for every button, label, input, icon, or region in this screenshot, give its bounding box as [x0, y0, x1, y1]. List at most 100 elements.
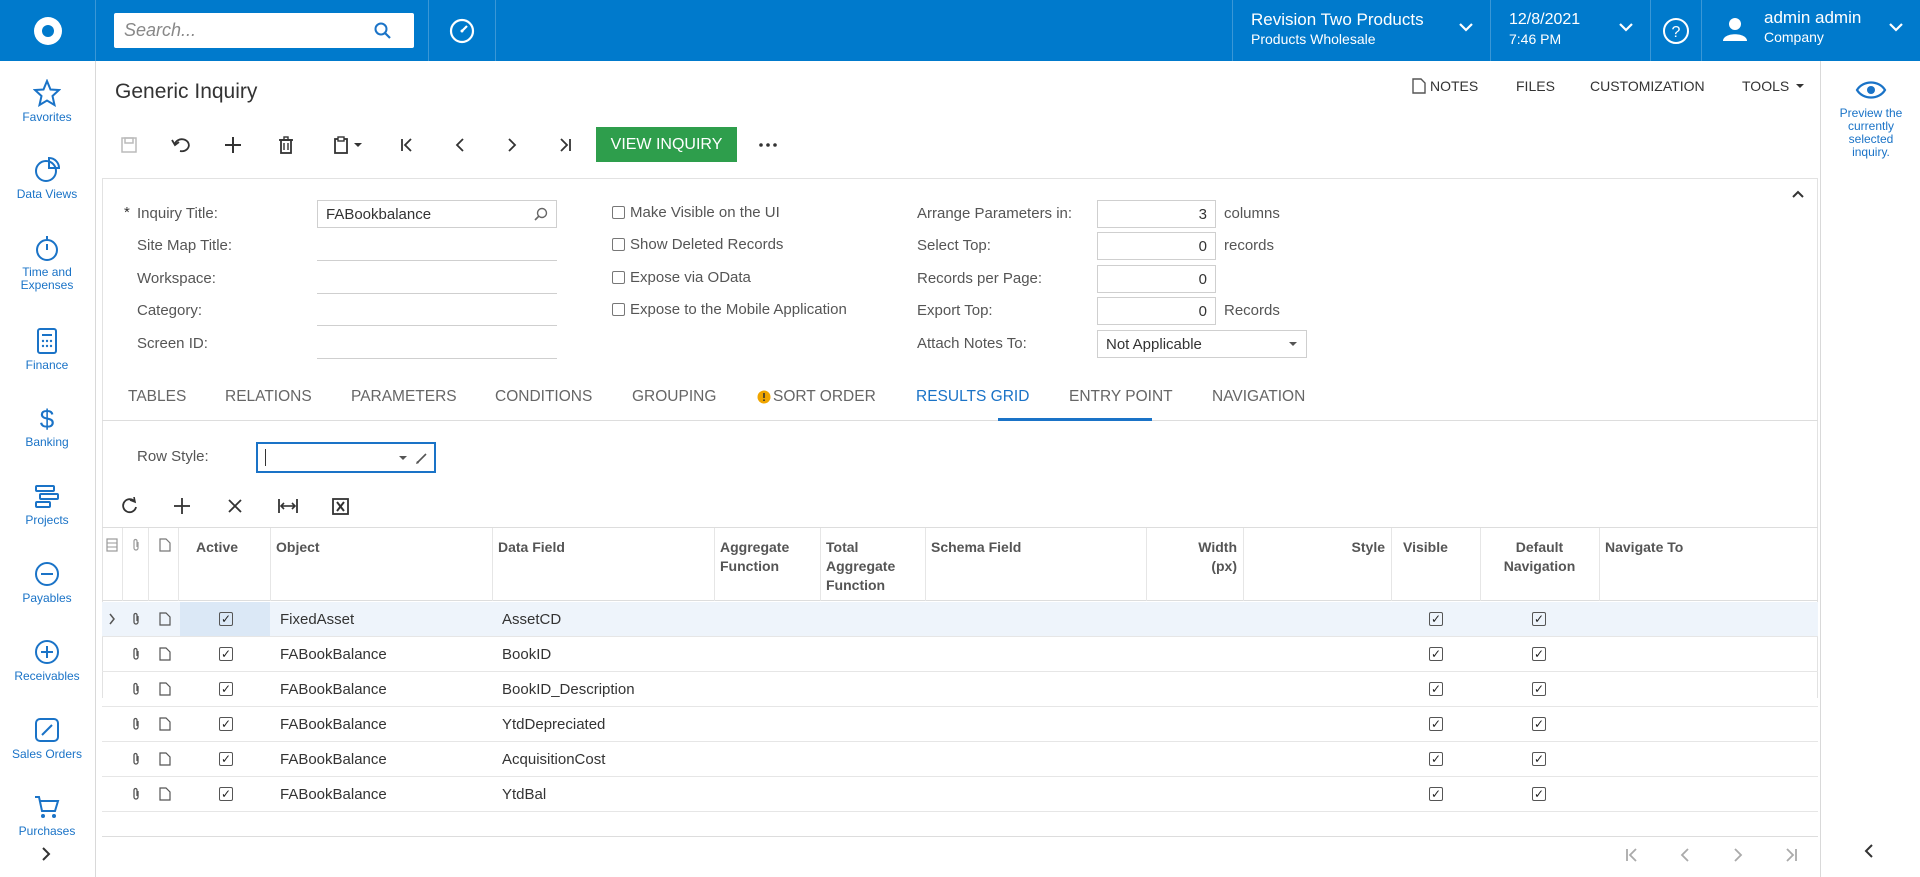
object-cell[interactable]: FABookBalance — [280, 646, 387, 663]
customization-link[interactable]: CUSTOMIZATION — [1590, 78, 1705, 94]
refresh-grid-button[interactable] — [115, 495, 145, 517]
notes-link[interactable]: NOTES — [1412, 78, 1478, 94]
table-row[interactable]: ✓ FABookBalance AcquisitionCost ✓ ✓ — [102, 742, 1818, 777]
note-icon[interactable] — [159, 682, 171, 696]
inquiry-title-field[interactable]: FABookbalance — [317, 200, 557, 228]
active-checkbox[interactable]: ✓ — [219, 752, 233, 766]
table-row[interactable]: ✓ FABookBalance BookID_Description ✓ ✓ — [102, 672, 1818, 707]
delete-row-button[interactable] — [220, 495, 250, 517]
data-field-cell[interactable]: AssetCD — [502, 611, 562, 628]
tab-tables[interactable]: TABLES — [128, 388, 187, 405]
column-header-schema-field[interactable]: Schema Field — [931, 539, 1022, 555]
table-row[interactable]: ✓ FABookBalance YtdDepreciated ✓ ✓ — [102, 707, 1818, 742]
workspace-field[interactable] — [317, 293, 557, 294]
note-icon[interactable] — [159, 717, 171, 731]
tab-navigation[interactable]: NAVIGATION — [1212, 388, 1306, 405]
tab-results-grid[interactable]: RESULTS GRID — [916, 388, 1030, 405]
preview-button[interactable]: Preview the currently selected inquiry. — [1821, 79, 1920, 159]
data-field-cell[interactable]: YtdDepreciated — [502, 716, 606, 733]
column-header-total-aggregate-function[interactable]: Total Aggregate Function — [826, 539, 896, 593]
column-header-default-navigation[interactable]: Default Navigation — [1503, 539, 1576, 574]
visible-checkbox[interactable]: ✓ — [1429, 612, 1443, 626]
paperclip-icon[interactable] — [131, 717, 141, 731]
object-cell[interactable]: FABookBalance — [280, 681, 387, 698]
add-row-button[interactable] — [167, 495, 197, 517]
save-button[interactable] — [112, 128, 146, 162]
last-page-icon[interactable] — [1783, 847, 1799, 863]
nav-item-time-and-expenses[interactable]: Time and Expenses — [0, 234, 94, 292]
checkbox-box[interactable] — [612, 238, 625, 251]
table-row[interactable]: ✓ FABookBalance YtdBal ✓ ✓ — [102, 777, 1818, 812]
column-header-active[interactable]: Active — [196, 539, 239, 555]
edit-icon[interactable] — [415, 451, 429, 465]
nav-item-banking[interactable]: $ Banking — [0, 404, 94, 449]
tab-entry-point[interactable]: ENTRY POINT — [1069, 388, 1173, 405]
screen-id-field[interactable] — [317, 358, 557, 359]
first-page-icon[interactable] — [1624, 847, 1640, 863]
checkbox-box[interactable] — [612, 271, 625, 284]
more-button[interactable] — [751, 128, 785, 162]
attach-notes-select[interactable]: Not Applicable — [1097, 330, 1307, 358]
data-field-cell[interactable]: YtdBal — [502, 786, 547, 803]
paperclip-icon[interactable] — [131, 787, 141, 801]
column-header-visible[interactable]: Visible — [1403, 539, 1448, 555]
data-field-cell[interactable]: BookID — [502, 646, 552, 663]
active-checkbox[interactable]: ✓ — [219, 647, 233, 661]
user-menu[interactable]: admin admin Company — [1702, 0, 1920, 61]
search-icon[interactable] — [534, 207, 548, 221]
nav-item-payables[interactable]: Payables — [0, 560, 94, 605]
paperclip-icon[interactable] — [131, 647, 141, 661]
logo[interactable] — [0, 0, 96, 61]
first-record-button[interactable] — [390, 128, 424, 162]
fit-columns-button[interactable] — [273, 495, 303, 517]
tools-menu[interactable]: TOOLS — [1742, 78, 1805, 94]
note-icon[interactable] — [159, 787, 171, 801]
category-field[interactable] — [317, 325, 557, 326]
column-header-object[interactable]: Object — [276, 539, 320, 555]
tab-grouping[interactable]: GROUPING — [632, 388, 717, 405]
history-button[interactable] — [428, 0, 496, 61]
make-visible-checkbox[interactable]: Make Visible on the UI — [612, 204, 780, 221]
nav-item-favorites[interactable]: Favorites — [0, 79, 94, 124]
checkbox-box[interactable] — [612, 303, 625, 316]
help-button[interactable]: ? — [1650, 0, 1702, 61]
tab-conditions[interactable]: CONDITIONS — [495, 388, 593, 405]
active-checkbox[interactable]: ✓ — [219, 682, 233, 696]
paperclip-icon[interactable] — [131, 682, 141, 696]
object-cell[interactable]: FABookBalance — [280, 751, 387, 768]
checkbox-box[interactable] — [612, 206, 625, 219]
show-deleted-checkbox[interactable]: Show Deleted Records — [612, 236, 783, 253]
nav-item-finance[interactable]: Finance — [0, 327, 94, 372]
object-cell[interactable]: FixedAsset — [280, 611, 355, 628]
column-header-width[interactable]: Width (px) — [1198, 539, 1237, 574]
column-header-data-field[interactable]: Data Field — [498, 539, 565, 555]
object-cell[interactable]: FABookBalance — [280, 716, 387, 733]
note-icon[interactable] — [159, 612, 171, 626]
select-top-field[interactable]: 0 — [1097, 232, 1216, 260]
active-checkbox[interactable]: ✓ — [219, 717, 233, 731]
expose-mobile-checkbox[interactable]: Expose to the Mobile Application — [612, 301, 847, 318]
data-field-cell[interactable]: AcquisitionCost — [502, 751, 606, 768]
active-checkbox[interactable]: ✓ — [219, 787, 233, 801]
view-inquiry-button[interactable]: VIEW INQUIRY — [596, 127, 737, 162]
column-header-navigate-to[interactable]: Navigate To — [1605, 539, 1684, 555]
data-field-cell[interactable]: BookID_Description — [502, 681, 635, 698]
files-link[interactable]: FILES — [1516, 78, 1555, 94]
search-input[interactable] — [124, 20, 374, 41]
default-navigation-checkbox[interactable]: ✓ — [1532, 717, 1546, 731]
nav-item-data-views[interactable]: Data Views — [0, 156, 94, 201]
nav-item-receivables[interactable]: Receivables — [0, 638, 94, 683]
chevron-right-icon[interactable] — [108, 613, 116, 625]
visible-checkbox[interactable]: ✓ — [1429, 682, 1443, 696]
add-button[interactable] — [216, 128, 250, 162]
tenant-selector[interactable]: Revision Two Products Products Wholesale — [1232, 0, 1490, 61]
active-checkbox[interactable]: ✓ — [219, 612, 233, 626]
expose-odata-checkbox[interactable]: Expose via OData — [612, 269, 751, 286]
nav-item-sales-orders[interactable]: Sales Orders — [0, 716, 94, 761]
search-box[interactable] — [114, 13, 414, 48]
default-navigation-checkbox[interactable]: ✓ — [1532, 752, 1546, 766]
export-top-field[interactable]: 0 — [1097, 297, 1216, 325]
nav-expand-button[interactable] — [40, 846, 52, 867]
visible-checkbox[interactable]: ✓ — [1429, 717, 1443, 731]
note-icon[interactable] — [159, 752, 171, 766]
